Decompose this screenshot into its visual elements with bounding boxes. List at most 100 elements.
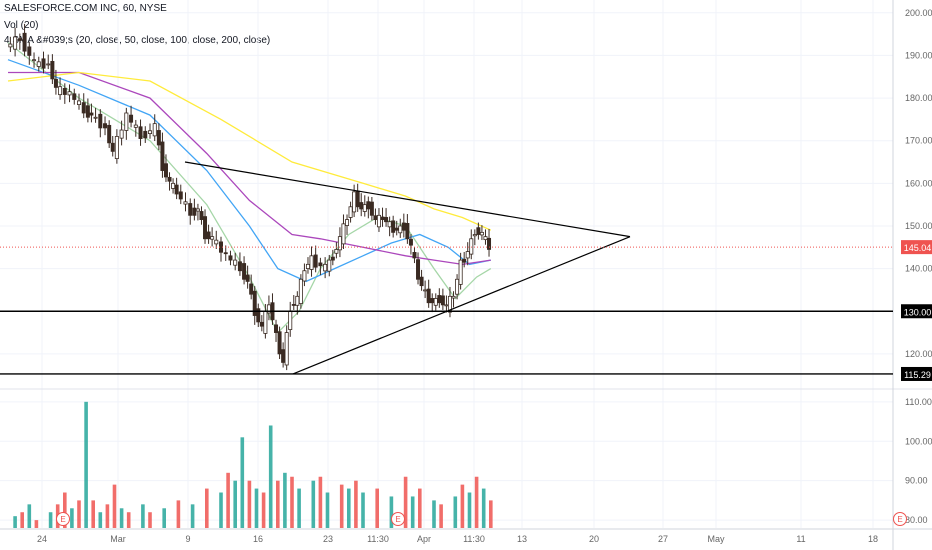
candle-body xyxy=(8,43,13,48)
volume-bar xyxy=(233,480,237,528)
candle-body xyxy=(298,278,303,304)
candle-body xyxy=(242,263,247,280)
volume-bar xyxy=(389,496,394,528)
time-tick-label: 11:30 xyxy=(463,534,485,544)
price-tick-label: 120.00 xyxy=(905,349,932,359)
time-tick-label: 20 xyxy=(589,534,599,544)
candle-body xyxy=(330,256,335,261)
level-label-box xyxy=(901,366,932,381)
candle-body xyxy=(380,216,385,220)
candle-body xyxy=(124,112,129,131)
volume-bar xyxy=(27,504,32,528)
candle-body xyxy=(327,259,332,272)
candle-body xyxy=(50,60,55,80)
time-tick-label: 16 xyxy=(253,534,263,544)
candle-body xyxy=(174,184,179,195)
candle-body xyxy=(373,215,378,220)
volume-bars xyxy=(13,401,493,528)
time-tick-label: 9 xyxy=(185,534,190,544)
candle-body xyxy=(98,113,103,129)
level-label-box xyxy=(901,304,932,319)
time-tick-label: 11 xyxy=(796,534,805,544)
candle-body xyxy=(259,321,264,327)
candle-body xyxy=(401,222,406,231)
candle-body xyxy=(281,349,286,363)
candle-body xyxy=(394,227,399,231)
volume-bar xyxy=(325,492,330,528)
volume-bar xyxy=(205,488,209,528)
candle-body xyxy=(369,201,374,216)
volume-bar xyxy=(13,516,17,528)
price-tick-label: 140.00 xyxy=(905,264,932,274)
volume-bar xyxy=(63,492,67,528)
candle-body xyxy=(430,298,435,304)
candle-body xyxy=(13,36,18,50)
candle-body xyxy=(252,290,257,316)
earnings-marker-icon xyxy=(56,512,70,526)
volume-tick-label: 110.00 xyxy=(905,397,932,407)
ma-line-sma-50 xyxy=(7,59,491,283)
last-price-label-box xyxy=(901,240,932,255)
candle-body xyxy=(348,206,353,218)
candle-body xyxy=(433,298,438,306)
volume-bar xyxy=(410,496,415,528)
candle-body xyxy=(27,46,32,56)
time-tick-label: 24 xyxy=(37,534,47,544)
ma-legend: 4 SMA &#039;s (20, close, 50, close, 100… xyxy=(4,35,271,46)
candle-body xyxy=(22,32,27,52)
candle-body xyxy=(465,251,470,259)
volume-bar xyxy=(190,504,195,528)
candle-body xyxy=(152,123,157,137)
time-tick-label: 27 xyxy=(658,534,668,544)
candle-body xyxy=(366,201,371,210)
candle-body xyxy=(36,61,41,67)
volume-bar xyxy=(290,476,294,528)
candle-body xyxy=(129,114,134,123)
candle-body xyxy=(318,262,323,267)
candle-body xyxy=(163,163,168,178)
candle-body xyxy=(362,204,367,212)
candle-body xyxy=(188,203,193,216)
candle-body xyxy=(476,227,481,235)
volume-bar xyxy=(339,484,344,528)
candle-body xyxy=(341,223,346,245)
candle-body xyxy=(284,332,289,366)
candle-body xyxy=(352,191,357,213)
volume-tick-label: 90.00 xyxy=(905,476,928,486)
volume-bar xyxy=(176,500,181,528)
volume-bar xyxy=(148,512,152,528)
candle-body xyxy=(228,255,233,261)
candle-body xyxy=(107,124,112,144)
time-tick-label: 18 xyxy=(868,534,878,544)
candle-body xyxy=(143,130,148,139)
candle-body xyxy=(426,288,431,304)
candle-body xyxy=(199,211,204,220)
candle-body xyxy=(274,324,279,333)
volume-bar xyxy=(474,476,479,528)
volume-bar xyxy=(141,504,145,528)
volume-bar xyxy=(247,480,252,528)
volume-bar xyxy=(418,488,422,528)
volume-bar xyxy=(226,472,230,528)
volume-bar xyxy=(268,425,273,528)
candle-body xyxy=(93,116,98,119)
candle-body xyxy=(288,310,293,330)
candle-body xyxy=(171,182,176,189)
candle-body xyxy=(160,141,165,171)
volume-bar xyxy=(91,500,95,528)
candle-body xyxy=(72,93,77,100)
volume-bar xyxy=(283,472,287,528)
candle-body xyxy=(210,236,215,240)
candle-body xyxy=(147,130,152,134)
time-tick-label: Mar xyxy=(110,534,126,544)
candle-body xyxy=(355,190,360,208)
price-tick-label: 170.00 xyxy=(905,136,932,146)
candle-body xyxy=(206,231,211,240)
candle-body xyxy=(295,295,300,306)
candle-body xyxy=(203,216,208,240)
price-tick-label: 180.00 xyxy=(905,93,932,103)
candle-body xyxy=(472,234,477,237)
volume-bar xyxy=(48,512,53,528)
candle-body xyxy=(67,91,72,96)
